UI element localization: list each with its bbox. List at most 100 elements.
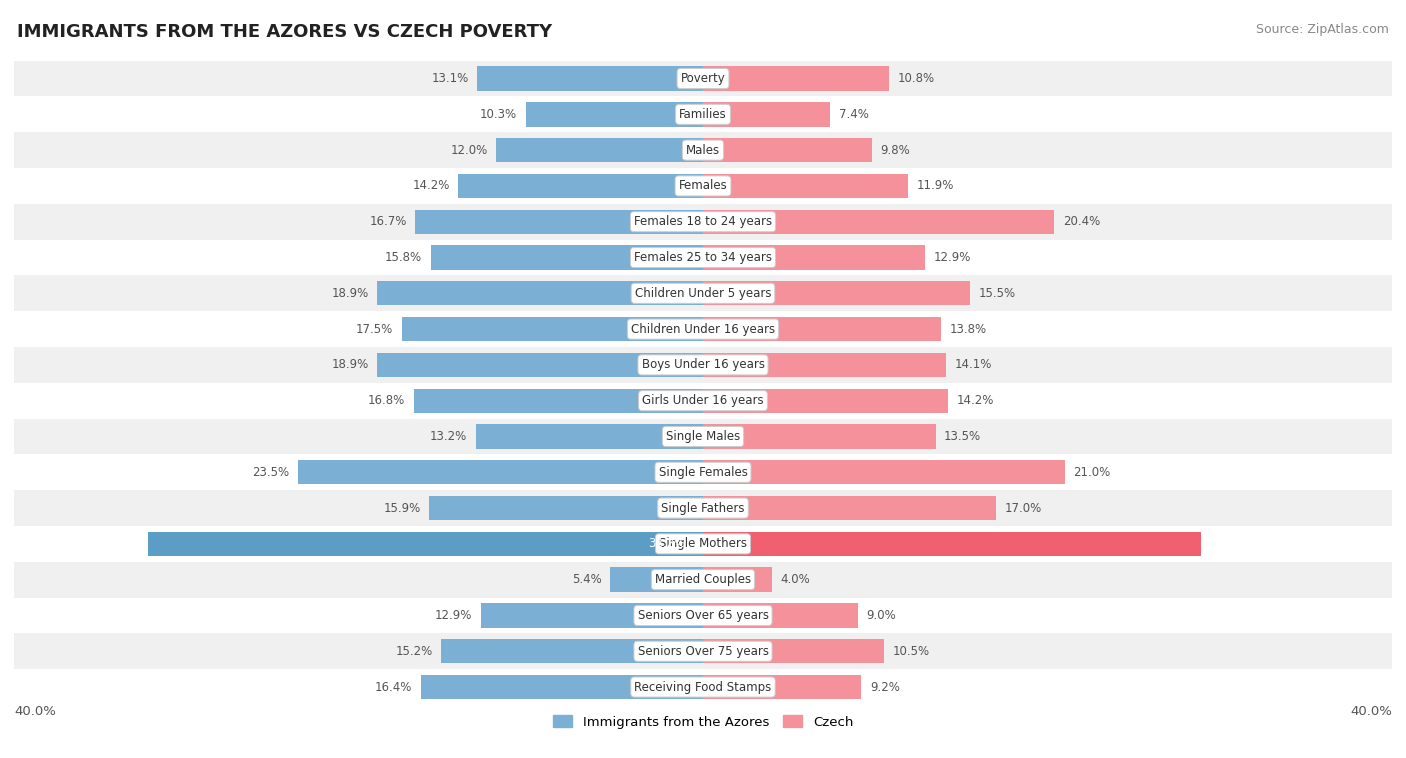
Bar [703,675,862,699]
Text: Males: Males [686,143,720,157]
Bar [703,639,884,663]
Text: 9.2%: 9.2% [870,681,900,694]
Text: 9.8%: 9.8% [880,143,910,157]
Text: 12.9%: 12.9% [934,251,972,264]
Bar [703,568,772,592]
Bar [14,383,1392,418]
Bar [14,490,1392,526]
Text: 28.9%: 28.9% [1215,537,1251,550]
Text: IMMIGRANTS FROM THE AZORES VS CZECH POVERTY: IMMIGRANTS FROM THE AZORES VS CZECH POVE… [17,23,553,41]
Text: 13.2%: 13.2% [430,430,467,443]
Bar [703,281,970,305]
Text: Single Fathers: Single Fathers [661,502,745,515]
Bar [703,531,1201,556]
Bar [478,67,703,91]
Bar [298,460,703,484]
Text: Children Under 5 years: Children Under 5 years [634,287,772,300]
Text: Single Mothers: Single Mothers [659,537,747,550]
Text: 15.9%: 15.9% [384,502,420,515]
Bar [14,454,1392,490]
Text: 15.5%: 15.5% [979,287,1015,300]
Bar [14,562,1392,597]
Bar [430,246,703,270]
Text: 4.0%: 4.0% [780,573,810,586]
Text: 40.0%: 40.0% [1350,705,1392,718]
Bar [703,209,1054,234]
Bar [703,317,941,341]
Bar [14,61,1392,96]
Text: Children Under 16 years: Children Under 16 years [631,323,775,336]
Bar [14,240,1392,275]
Bar [377,281,703,305]
Bar [458,174,703,198]
Bar [703,246,925,270]
Text: Girls Under 16 years: Girls Under 16 years [643,394,763,407]
Bar [14,275,1392,312]
Text: 14.1%: 14.1% [955,359,991,371]
Text: Receiving Food Stamps: Receiving Food Stamps [634,681,772,694]
Bar [481,603,703,628]
Text: Poverty: Poverty [681,72,725,85]
Text: Seniors Over 75 years: Seniors Over 75 years [637,645,769,658]
Bar [415,209,703,234]
Text: 20.4%: 20.4% [1063,215,1101,228]
Text: Boys Under 16 years: Boys Under 16 years [641,359,765,371]
Text: 10.5%: 10.5% [893,645,929,658]
Bar [703,389,948,413]
Bar [149,531,703,556]
Bar [703,67,889,91]
Text: 9.0%: 9.0% [866,609,897,622]
Text: 32.2%: 32.2% [648,537,686,550]
Bar [14,132,1392,168]
Bar [703,460,1064,484]
Text: 14.2%: 14.2% [956,394,994,407]
Bar [14,418,1392,454]
Text: 11.9%: 11.9% [917,180,953,193]
Bar [413,389,703,413]
Bar [14,669,1392,705]
Bar [703,603,858,628]
Bar [703,102,831,127]
Text: 17.5%: 17.5% [356,323,392,336]
Bar [14,204,1392,240]
Bar [14,96,1392,132]
Text: Single Females: Single Females [658,465,748,479]
Text: 18.9%: 18.9% [332,287,368,300]
Bar [475,424,703,449]
Text: Single Males: Single Males [666,430,740,443]
Text: 16.4%: 16.4% [374,681,412,694]
Text: 40.0%: 40.0% [14,705,56,718]
Bar [526,102,703,127]
Bar [610,568,703,592]
Text: 15.8%: 15.8% [385,251,422,264]
Bar [496,138,703,162]
Text: 15.2%: 15.2% [395,645,433,658]
Bar [703,138,872,162]
Legend: Immigrants from the Azores, Czech: Immigrants from the Azores, Czech [547,709,859,734]
Bar [14,312,1392,347]
Text: 21.0%: 21.0% [1073,465,1111,479]
Bar [14,347,1392,383]
Text: 16.7%: 16.7% [370,215,406,228]
Bar [14,597,1392,634]
Text: 16.8%: 16.8% [368,394,405,407]
Text: Source: ZipAtlas.com: Source: ZipAtlas.com [1256,23,1389,36]
Text: 12.9%: 12.9% [434,609,472,622]
Bar [441,639,703,663]
Text: Families: Families [679,108,727,121]
Text: 13.8%: 13.8% [949,323,987,336]
Text: 14.2%: 14.2% [412,180,450,193]
Text: 10.8%: 10.8% [897,72,935,85]
Bar [703,352,946,377]
Bar [14,168,1392,204]
Text: Females 18 to 24 years: Females 18 to 24 years [634,215,772,228]
Bar [14,634,1392,669]
Text: 13.5%: 13.5% [945,430,981,443]
Text: Females 25 to 34 years: Females 25 to 34 years [634,251,772,264]
Bar [703,424,935,449]
Text: 17.0%: 17.0% [1004,502,1042,515]
Text: 18.9%: 18.9% [332,359,368,371]
Bar [377,352,703,377]
Text: 12.0%: 12.0% [450,143,488,157]
Bar [429,496,703,520]
